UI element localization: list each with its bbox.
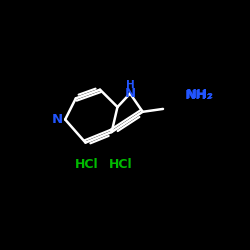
Text: N: N (52, 113, 63, 126)
Text: HCl: HCl (75, 158, 98, 171)
Text: NH₂: NH₂ (184, 89, 212, 102)
Text: N: N (124, 87, 136, 100)
Text: HCl: HCl (108, 158, 132, 171)
Text: H: H (126, 80, 134, 90)
Text: NH₂: NH₂ (185, 88, 214, 101)
